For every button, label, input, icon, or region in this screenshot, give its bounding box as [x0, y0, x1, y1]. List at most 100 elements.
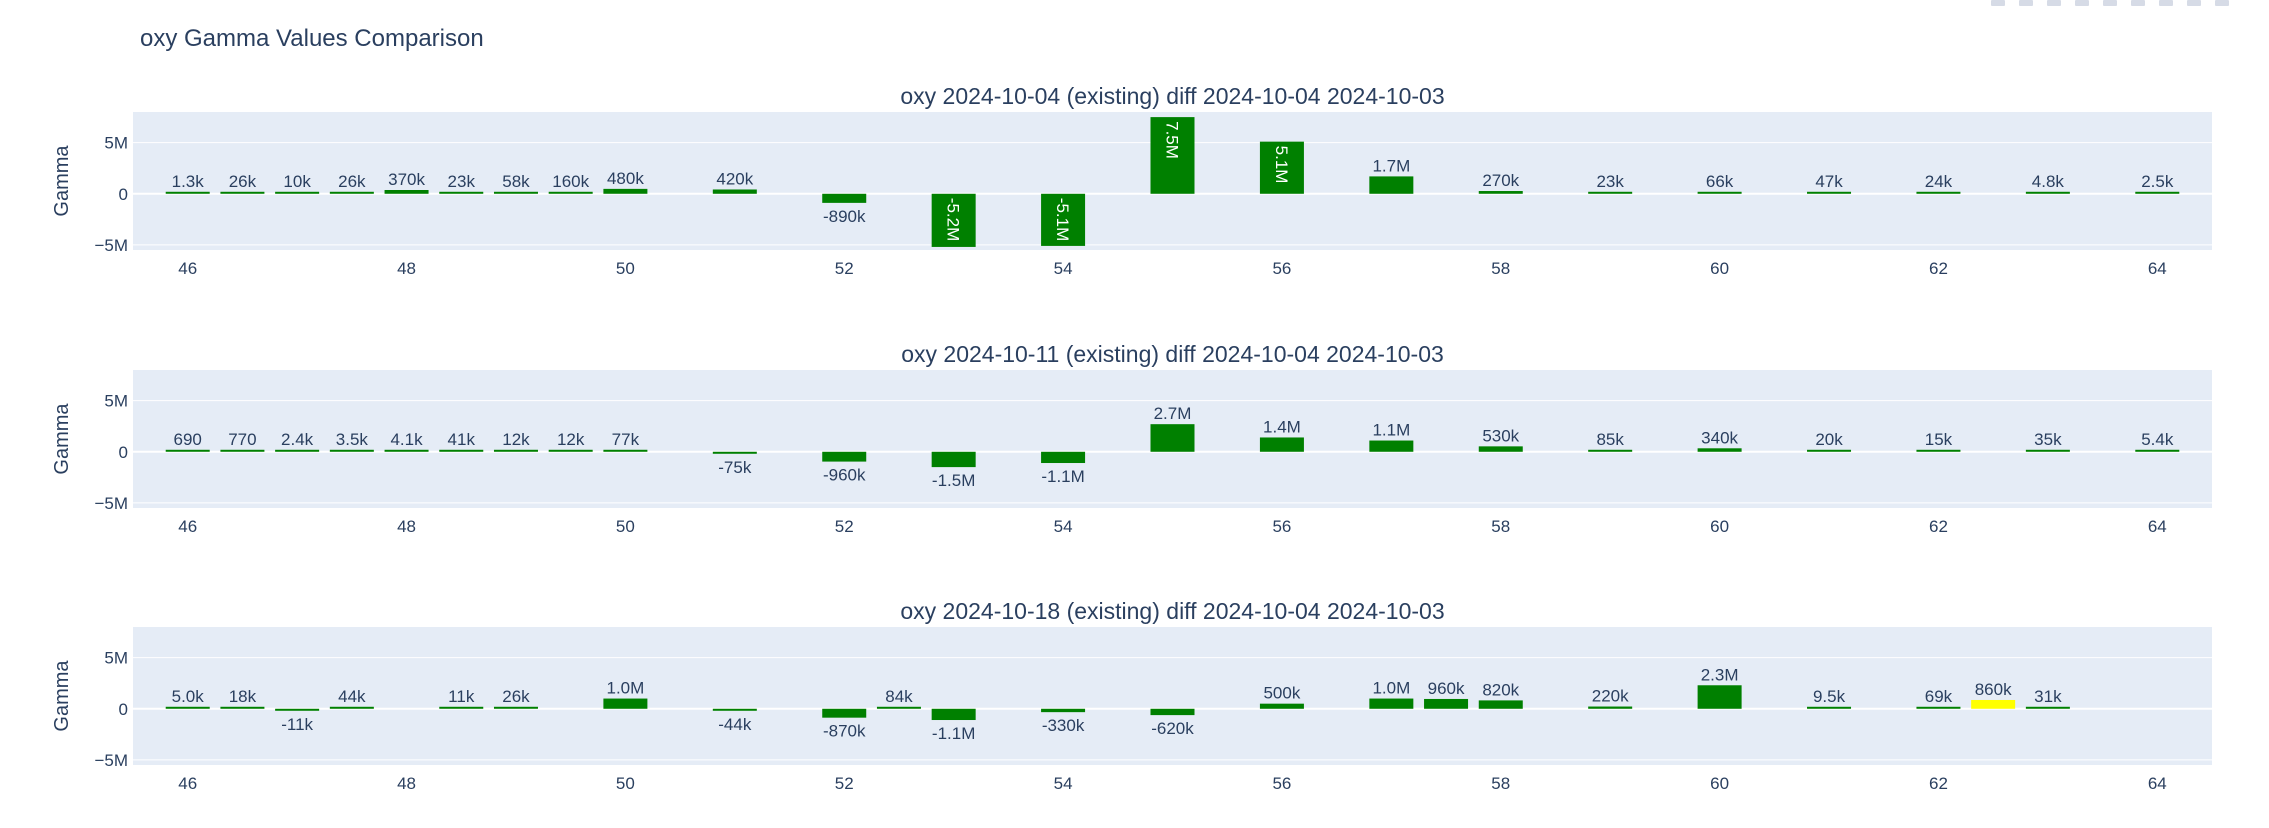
bar[interactable]	[931, 451, 976, 468]
bar-value-label: -11k	[281, 715, 313, 734]
bar[interactable]	[2135, 191, 2180, 194]
bar-value-label: 5.0k	[172, 687, 205, 706]
bar[interactable]	[2025, 449, 2070, 452]
x-tick-label: 58	[1491, 774, 1510, 793]
x-tick-label: 60	[1710, 517, 1729, 536]
bar[interactable]	[493, 191, 538, 194]
bar[interactable]	[603, 188, 648, 194]
bar[interactable]	[1369, 176, 1414, 194]
x-tick-label: 50	[616, 259, 635, 278]
bar[interactable]	[603, 698, 648, 709]
bar[interactable]	[220, 191, 265, 194]
select-icon[interactable]	[2075, 0, 2089, 6]
bar[interactable]	[1259, 141, 1304, 194]
bar-value-label: 44k	[338, 687, 366, 706]
bar[interactable]	[220, 449, 265, 452]
bar-value-label: 270k	[1482, 171, 1519, 190]
bar[interactable]	[2025, 706, 2070, 709]
bar-value-label: 4.8k	[2032, 172, 2065, 191]
bar[interactable]	[1259, 437, 1304, 452]
zoom-out-icon[interactable]	[2159, 0, 2173, 6]
bar[interactable]	[1150, 117, 1195, 194]
bar[interactable]	[2025, 191, 2070, 194]
bar[interactable]	[329, 706, 374, 709]
bar[interactable]	[1807, 449, 1852, 452]
bar[interactable]	[1697, 448, 1742, 452]
reset-icon[interactable]	[2215, 0, 2229, 6]
bar[interactable]	[329, 449, 374, 452]
bar[interactable]	[329, 191, 374, 194]
bar[interactable]	[1916, 449, 1961, 452]
bar[interactable]	[1807, 706, 1852, 709]
x-tick-label: 48	[397, 517, 416, 536]
bar-value-label: 26k	[338, 172, 366, 191]
bar[interactable]	[165, 706, 210, 709]
camera-icon[interactable]	[1991, 0, 2005, 6]
bar-value-label: 58k	[502, 172, 530, 191]
bar[interactable]	[548, 449, 593, 452]
bar[interactable]	[548, 191, 593, 194]
bar[interactable]	[275, 708, 320, 711]
bar[interactable]	[1041, 708, 1086, 713]
bar[interactable]	[1916, 706, 1961, 709]
bar[interactable]	[712, 708, 757, 711]
bar[interactable]	[712, 189, 757, 194]
lasso-icon[interactable]	[2103, 0, 2117, 6]
bar-value-label: -960k	[823, 466, 866, 485]
autoscale-icon[interactable]	[2187, 0, 2201, 6]
pan-icon[interactable]	[2047, 0, 2061, 6]
subplot-title: oxy 2024-10-11 (existing) diff 2024-10-0…	[901, 341, 1444, 367]
bar[interactable]	[384, 449, 429, 452]
bar[interactable]	[1259, 703, 1304, 709]
bar[interactable]	[1588, 191, 1633, 194]
bar[interactable]	[1150, 424, 1195, 452]
bar[interactable]	[822, 193, 867, 203]
bar[interactable]	[712, 451, 757, 454]
x-tick-label: 48	[397, 259, 416, 278]
bar[interactable]	[1424, 698, 1469, 709]
bar[interactable]	[876, 706, 921, 709]
bar[interactable]	[439, 449, 484, 452]
plot-area[interactable]	[133, 627, 2212, 765]
bar[interactable]	[165, 191, 210, 194]
x-tick-label: 62	[1929, 259, 1948, 278]
bar-value-label: 770	[228, 430, 256, 449]
bar[interactable]	[1369, 698, 1414, 709]
bar[interactable]	[439, 706, 484, 709]
bar[interactable]	[1478, 700, 1523, 709]
bar[interactable]	[603, 449, 648, 452]
bar[interactable]	[493, 449, 538, 452]
zoom-in-icon[interactable]	[2131, 0, 2145, 6]
modebar-toolbar[interactable]	[1991, 0, 2229, 8]
bar[interactable]	[275, 449, 320, 452]
bar[interactable]	[1478, 446, 1523, 452]
bar[interactable]	[275, 191, 320, 194]
bar[interactable]	[1971, 699, 2016, 709]
bar[interactable]	[822, 708, 867, 718]
bar[interactable]	[1588, 706, 1633, 709]
bar[interactable]	[931, 193, 976, 247]
bar[interactable]	[1588, 449, 1633, 452]
zoom-icon[interactable]	[2019, 0, 2033, 6]
bar[interactable]	[1478, 191, 1523, 194]
bar[interactable]	[1041, 451, 1086, 464]
bar[interactable]	[165, 449, 210, 452]
bar[interactable]	[1369, 440, 1414, 452]
bar-value-label: -1.1M	[932, 724, 975, 743]
bar[interactable]	[1150, 708, 1195, 716]
bar-value-label: 35k	[2034, 430, 2062, 449]
bar[interactable]	[931, 708, 976, 721]
bar[interactable]	[220, 706, 265, 709]
bar[interactable]	[1697, 191, 1742, 194]
bar[interactable]	[822, 451, 867, 462]
bar[interactable]	[439, 191, 484, 194]
bar[interactable]	[493, 706, 538, 709]
bar[interactable]	[1916, 191, 1961, 194]
bar[interactable]	[1807, 191, 1852, 194]
bar[interactable]	[1041, 193, 1086, 246]
bar[interactable]	[1697, 685, 1742, 709]
x-tick-label: 52	[835, 259, 854, 278]
bar[interactable]	[2135, 449, 2180, 452]
bar-value-label: 12k	[557, 430, 585, 449]
bar[interactable]	[384, 189, 429, 194]
